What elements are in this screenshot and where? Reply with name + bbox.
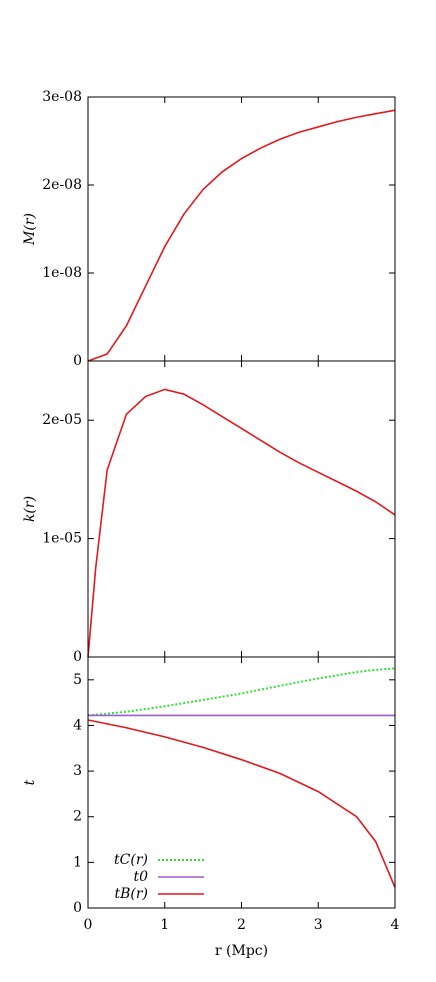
y-tick-label: 2e-08	[42, 177, 82, 193]
y-tick-label: 1e-08	[42, 265, 82, 281]
y-tick-label: 3e-08	[42, 89, 82, 105]
data-line	[87, 719, 396, 888]
x-tick-label: 4	[391, 917, 400, 933]
plot-frame	[87, 96, 396, 362]
data-line	[87, 667, 396, 717]
y-tick-label: 1	[73, 854, 82, 870]
x-tick-label: 0	[84, 917, 93, 933]
plot-frame	[87, 360, 396, 658]
y-tick-label: 2e-05	[42, 412, 82, 428]
y-tick-label: 4	[73, 717, 82, 733]
y-tick-label: 0	[73, 649, 82, 665]
data-line	[87, 388, 396, 658]
y-tick-label: 5	[73, 672, 82, 688]
legend-label: tC(r)	[114, 852, 148, 868]
data-line	[87, 109, 396, 362]
plot-frame	[87, 656, 396, 909]
y-axis-label: k(r)	[22, 496, 38, 522]
y-tick-label: 3	[73, 763, 82, 779]
x-tick-label: 1	[160, 917, 169, 933]
x-tick-label: 2	[237, 917, 246, 933]
y-axis-label: M(r)	[22, 213, 38, 246]
y-tick-label: 2	[73, 809, 82, 825]
y-tick-label: 1e-05	[42, 531, 82, 547]
x-tick-label: 3	[314, 917, 323, 933]
y-tick-label: 0	[73, 353, 82, 369]
legend-label: tB(r)	[114, 886, 148, 902]
x-axis-label: r (Mpc)	[215, 943, 268, 959]
y-axis-label: t	[22, 779, 38, 785]
y-tick-label: 0	[73, 900, 82, 916]
legend-label: t0	[133, 869, 148, 885]
